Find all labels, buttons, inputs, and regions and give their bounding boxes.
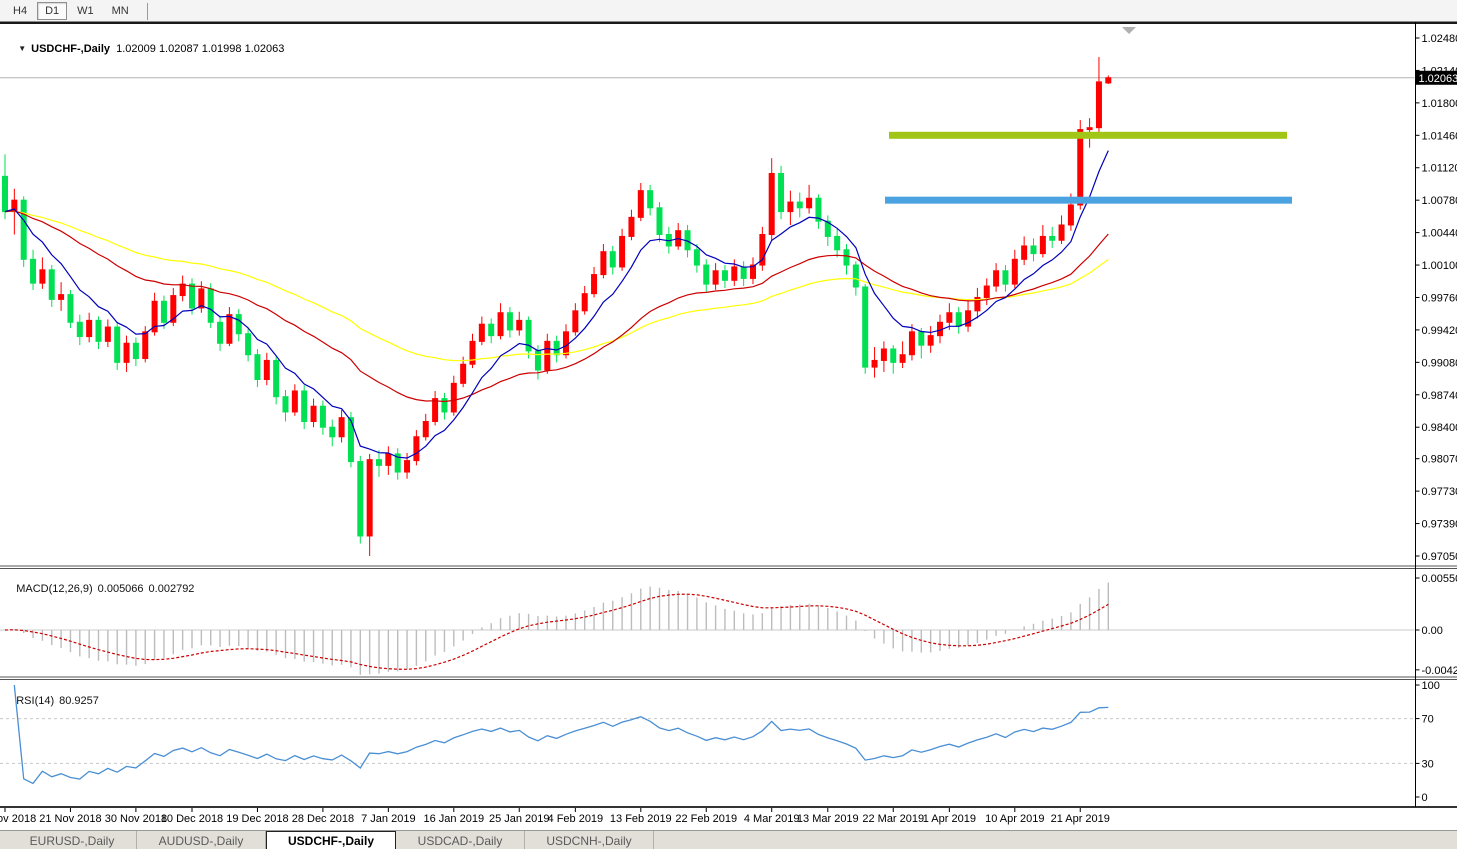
date-axis-label: 13 Feb 2019 [610, 813, 672, 825]
rsi-axis: 100 70 30 0 [1415, 680, 1440, 804]
macd-indicator-label: MACD(12,26,9) 0.005066 0.002792 [4, 571, 194, 607]
tab-audusd-daily[interactable]: AUDUSD-,Daily [137, 831, 266, 849]
chart-shift-marker-icon[interactable] [1122, 27, 1136, 34]
chart-title: ▼ USDCHF-,Daily 1.02009 1.02087 1.01998 1… [6, 31, 284, 67]
rsi-name: RSI(14) [16, 695, 55, 707]
tab-usdcad-daily[interactable]: USDCAD-,Daily [396, 831, 525, 849]
rsi-axis-label: 0 [1422, 792, 1428, 804]
price-axis-label: 1.01120 [1422, 163, 1457, 175]
rsi-axis-label: 100 [1422, 680, 1440, 692]
macd-name: MACD(12,26,9) [16, 583, 93, 595]
rsi-indicator-label: RSI(14) 80.9257 [4, 683, 99, 719]
macd-signal-value: 0.002792 [148, 583, 195, 595]
timeframe-button-d1[interactable]: D1 [37, 2, 68, 20]
macd-main-value: 0.005066 [97, 583, 144, 595]
date-axis-label: 21 Nov 2018 [39, 813, 101, 825]
band-resistance-green[interactable] [889, 131, 1287, 139]
moving-averages [4, 150, 1109, 459]
date-axis-label: 4 Mar 2019 [744, 813, 800, 825]
timeframe-toolbar: H4 D1 W1 MN [0, 0, 1457, 24]
symbol-tab-bar: EURUSD-,Daily AUDUSD-,Daily USDCHF-,Daily U… [0, 830, 1457, 849]
date-axis-label: 16 Jan 2019 [424, 813, 485, 825]
price-axis-label: 1.00440 [1422, 228, 1457, 240]
timeframe-button-w1[interactable]: W1 [77, 5, 94, 17]
ma-line-fast [4, 150, 1109, 459]
tab-usdcnh-daily[interactable]: USDCNH-,Daily [525, 831, 654, 849]
rsi-value: 80.9257 [59, 695, 99, 707]
ma-line-slow [4, 210, 1109, 362]
rsi-axis-label: 70 [1422, 714, 1434, 726]
date-axis-label: 22 Mar 2019 [862, 813, 924, 825]
rsi-axis-label: 30 [1422, 758, 1434, 770]
tab-usdchf-daily[interactable]: USDCHF-,Daily [266, 831, 396, 849]
price-axis-label: 1.01800 [1422, 98, 1457, 110]
date-axis-label: 10 Dec 2018 [161, 813, 223, 825]
date-axis-label: 30 Nov 2018 [105, 813, 167, 825]
date-axis-label: 4 Feb 2019 [548, 813, 604, 825]
macd-axis: 0.005508 0.00 -0.004221 [1415, 573, 1457, 677]
current-price-badge: 1.02063 [1415, 70, 1457, 85]
tab-eurusd-daily[interactable]: EURUSD-,Daily [8, 831, 137, 849]
toolbar-divider [146, 2, 148, 20]
date-axis-label: 22 Feb 2019 [675, 813, 737, 825]
rsi-line [13, 684, 1109, 785]
price-axis-label: 1.02480 [1422, 33, 1457, 45]
band-support-blue[interactable] [885, 196, 1292, 204]
date-axis-label: 1 Apr 2019 [923, 813, 976, 825]
chart-dropdown-icon[interactable]: ▼ [18, 44, 27, 53]
candlestick-series [2, 57, 1112, 557]
date-axis-label: 12 Nov 2018 [0, 813, 36, 825]
macd-axis-label: -0.004221 [1422, 665, 1457, 677]
date-axis-label: 10 Apr 2019 [985, 813, 1044, 825]
macd-axis-label: 0.005508 [1422, 573, 1457, 585]
price-axis[interactable]: 1.024801.021401.018001.014601.011201.007… [1415, 33, 1457, 563]
price-axis-label: 1.00780 [1422, 195, 1457, 207]
date-axis-label: 19 Dec 2018 [226, 813, 288, 825]
svg-text:1.02063: 1.02063 [1419, 73, 1457, 85]
timeframe-button-group: H4 D1 W1 MN [0, 2, 138, 20]
timeframe-button-h4[interactable]: H4 [13, 5, 28, 17]
macd-signal-line [4, 593, 1109, 670]
date-axis-label: 7 Jan 2019 [361, 813, 415, 825]
date-axis-label: 13 Mar 2019 [797, 813, 859, 825]
date-axis-label: 21 Apr 2019 [1051, 813, 1110, 825]
price-axis-label: 1.01460 [1422, 130, 1457, 142]
macd-axis-label: 0.00 [1422, 625, 1443, 637]
chart-title-ohlc: 1.02009 1.02087 1.01998 1.02063 [116, 43, 285, 55]
chart-title-symbol: USDCHF-,Daily [31, 43, 110, 55]
ma-line-mid [4, 210, 1109, 403]
timeframe-button-mn[interactable]: MN [111, 5, 129, 17]
date-axis-label: 25 Jan 2019 [489, 813, 550, 825]
date-axis-label: 28 Dec 2018 [292, 813, 354, 825]
macd-histogram [13, 582, 1110, 675]
